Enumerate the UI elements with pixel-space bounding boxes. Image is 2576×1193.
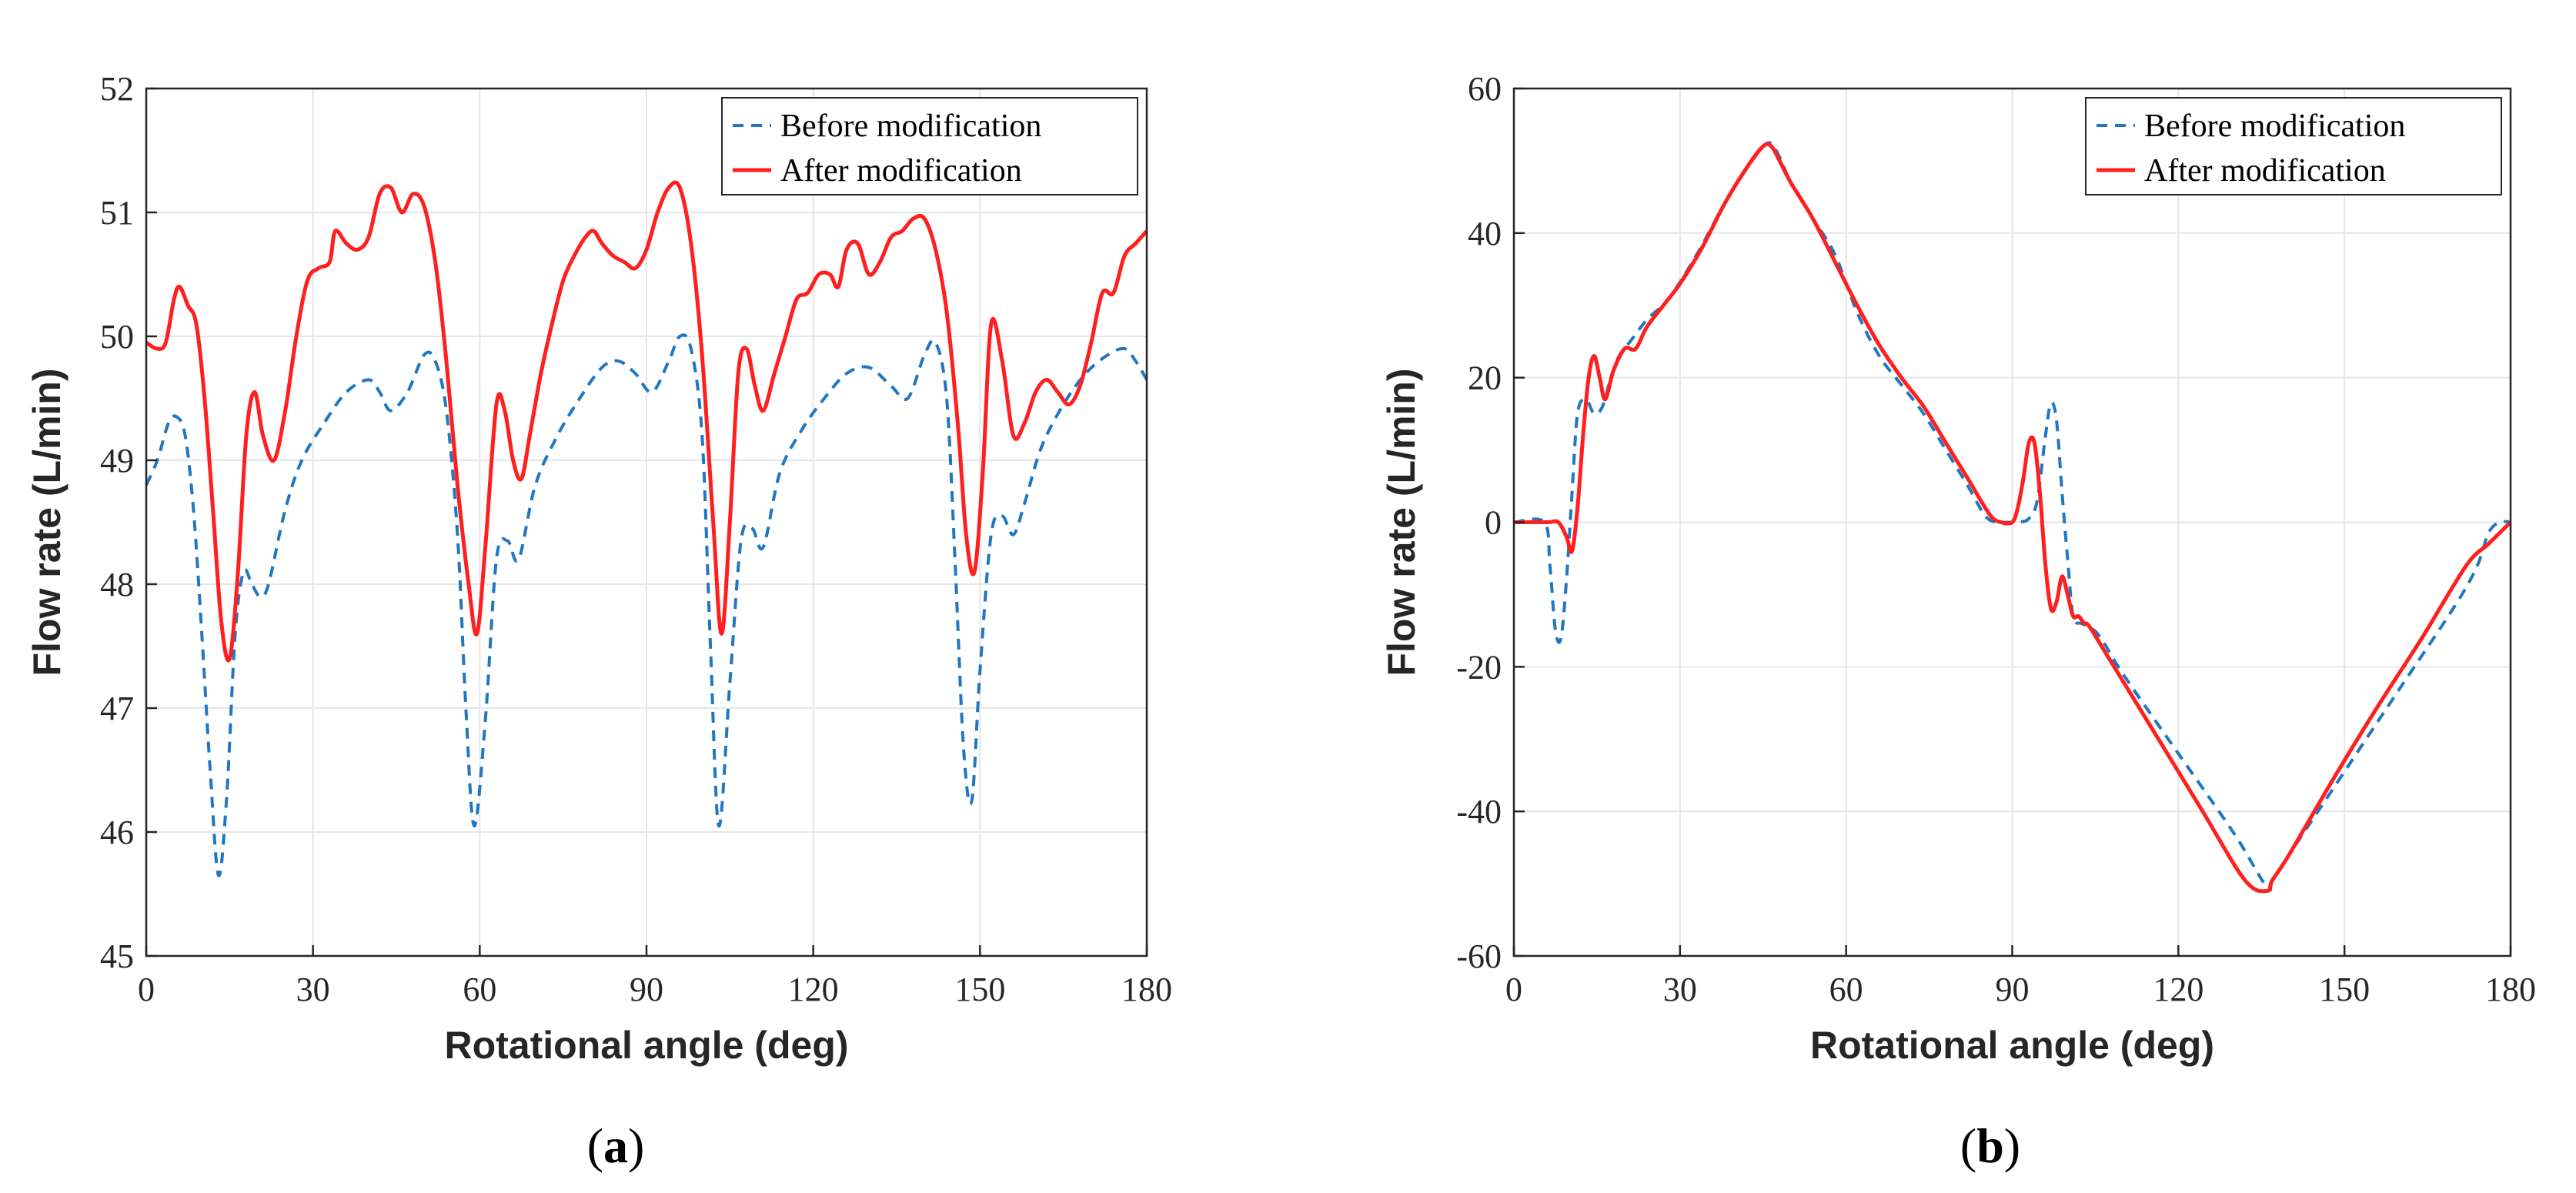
panel-b-x-tick-label: 180 [2485, 971, 2536, 1008]
panel-a-y-tick-label: 46 [100, 814, 134, 851]
panel-b-caption-open: ( [1960, 1118, 1976, 1173]
panel-a-caption: (a) [587, 1118, 645, 1173]
panel-b-legend-box [2085, 97, 2502, 195]
panel-b-y-tick-label: -60 [1456, 937, 1502, 975]
panel-a-x-tick-label: 90 [630, 971, 663, 1008]
panel-a-y-axis-label: Flow rate (L/min) [25, 369, 68, 677]
panel-b: 0 30 60 90 120 150 180 -60 -40 -20 0 20 40 60 Rotatio… [1380, 70, 2536, 1173]
panel-b-caption-close: ) [2004, 1118, 2020, 1173]
panel-a-legend-label-before: Before modification [780, 109, 1041, 144]
panel-b-series-after-line [1513, 142, 2512, 894]
panel-b-x-tick-label: 90 [1996, 971, 2030, 1008]
panel-a-series-before-line [145, 333, 1148, 877]
panel-a-legend: Before modification After modification [721, 97, 1138, 195]
panel-b-x-tick-label: 120 [2153, 971, 2203, 1008]
panel-b-x-tick-label: 30 [1663, 971, 1697, 1008]
panel-a-series [145, 180, 1148, 877]
panel-a-x-axis-label: Rotational angle (deg) [445, 1024, 849, 1067]
panel-b-x-axis-label: Rotational angle (deg) [1810, 1024, 2214, 1067]
panel-a-y-tick-label: 50 [100, 318, 134, 356]
panel-b-x-tick-label: 150 [2319, 971, 2370, 1008]
panel-a-x-tick-label: 30 [296, 971, 330, 1008]
panel-a-y-tick-label: 52 [100, 70, 134, 108]
panel-b-series-before-line [1513, 141, 2511, 892]
panel-a-x-tick-label: 180 [1121, 971, 1172, 1008]
panel-b-y-tick-label: 20 [1468, 359, 1502, 397]
panel-b-ticks: 0 30 60 90 120 150 180 -60 -40 -20 0 20 40 60 [1456, 70, 2536, 1008]
panel-b-y-tick-label: 40 [1468, 215, 1502, 252]
panel-a-caption-letter: a [603, 1118, 628, 1173]
panel-b-y-axis-label: Flow rate (L/min) [1380, 369, 1423, 677]
panel-b-legend-label-before: Before modification [2144, 109, 2405, 144]
panel-b-caption-letter: b [1976, 1118, 2004, 1173]
panel-a-y-tick-label: 48 [100, 566, 134, 603]
panel-a-y-tick-label: 49 [100, 442, 134, 480]
panel-b-series [1513, 141, 2512, 894]
panel-a-y-tick-label: 47 [100, 690, 134, 727]
panel-a-x-tick-label: 120 [788, 971, 839, 1008]
panel-a: 0 30 60 90 120 150 180 45 46 47 48 49 50 51 52 Rotatio… [25, 70, 1172, 1173]
panel-b-y-tick-label: 60 [1468, 70, 1502, 108]
panel-a-x-tick-label: 60 [463, 971, 496, 1008]
panel-b-legend-label-after: After modification [2144, 153, 2386, 189]
panel-b-caption: (b) [1960, 1118, 2020, 1173]
panel-a-y-tick-label: 51 [100, 194, 134, 232]
panel-a-grid [145, 88, 1148, 957]
panel-b-y-tick-label: -40 [1456, 793, 1502, 830]
panel-b-x-tick-label: 0 [1505, 971, 1522, 1008]
panel-a-caption-open: ( [587, 1118, 603, 1173]
panel-a-x-tick-label: 0 [138, 971, 155, 1008]
panel-a-legend-box [721, 97, 1138, 195]
panel-b-x-tick-label: 60 [1829, 971, 1863, 1008]
panel-a-ticks: 0 30 60 90 120 150 180 45 46 47 48 49 50 51 52 [100, 70, 1172, 1008]
panel-a-series-after-line [145, 180, 1148, 663]
panel-b-y-tick-label: 0 [1485, 504, 1502, 542]
panel-a-x-tick-label: 150 [954, 971, 1005, 1008]
panel-a-caption-close: ) [628, 1118, 644, 1173]
panel-a-legend-label-after: After modification [780, 153, 1022, 189]
panel-b-legend: Before modification After modification [2085, 97, 2502, 195]
panel-a-y-tick-label: 45 [100, 937, 134, 975]
panel-b-y-tick-label: -20 [1456, 648, 1502, 686]
